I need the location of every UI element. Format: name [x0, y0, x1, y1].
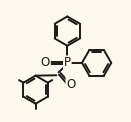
- Text: O: O: [66, 78, 76, 91]
- Text: P: P: [64, 56, 71, 69]
- Text: O: O: [41, 56, 50, 69]
